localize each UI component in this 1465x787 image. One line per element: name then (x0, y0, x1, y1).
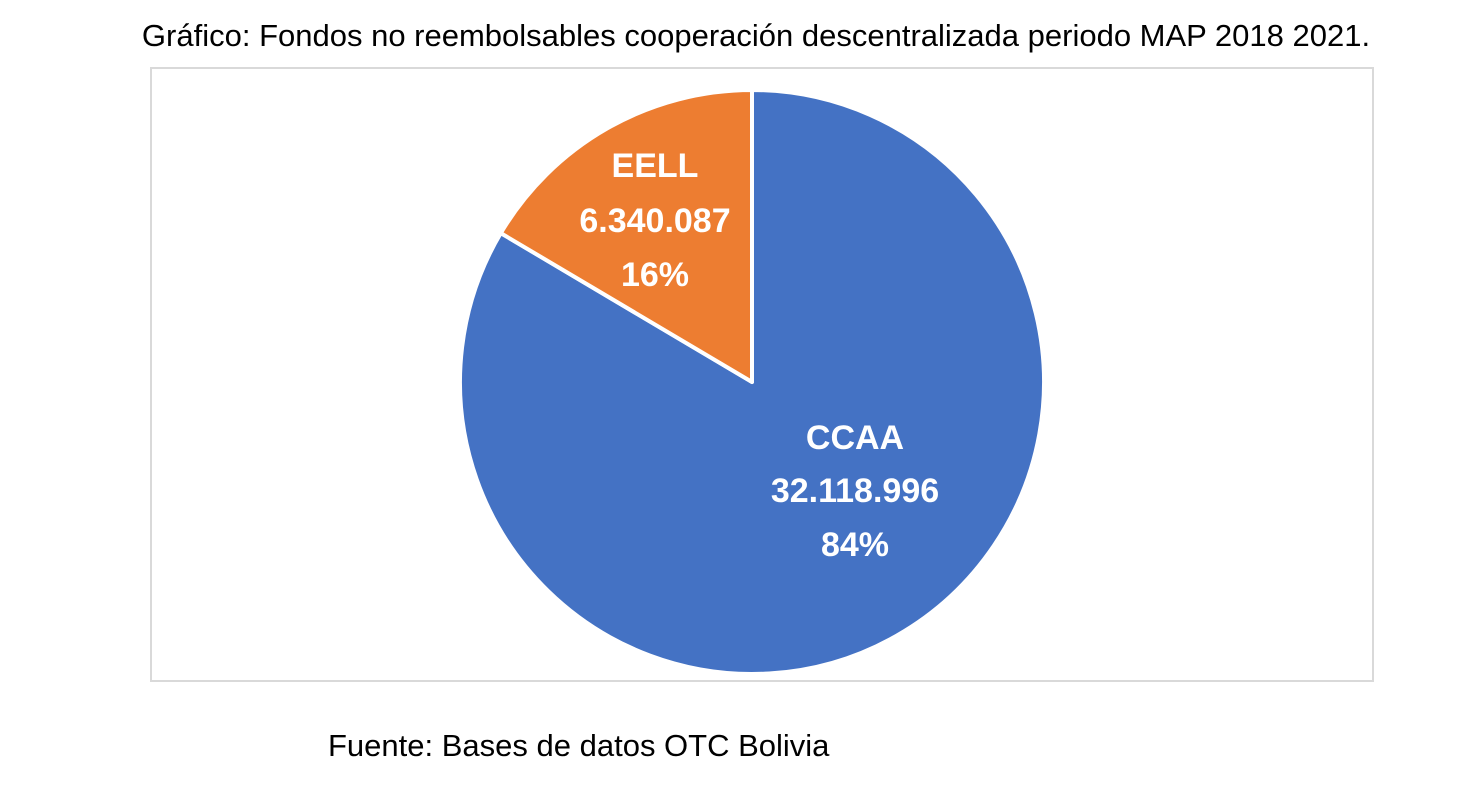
slice-label-eell-name: EELL (612, 147, 699, 185)
chart-frame (150, 67, 1374, 682)
slice-label-ccaa-percent: 84% (821, 526, 889, 564)
pie-slice-ccaa (458, 88, 1046, 676)
pie-slice-eell (498, 88, 754, 384)
slice-label-eell-percent: 16% (621, 256, 689, 294)
chart-title: Gráfico: Fondos no reembolsables coopera… (141, 18, 1371, 53)
pie-slices (458, 88, 1046, 676)
slice-label-eell-value: 6.340.087 (579, 202, 730, 240)
slice-label-ccaa-name: CCAA (806, 419, 904, 457)
chart-source: Fuente: Bases de datos OTC Bolivia (328, 728, 830, 763)
slice-label-ccaa-value: 32.118.996 (771, 472, 939, 510)
